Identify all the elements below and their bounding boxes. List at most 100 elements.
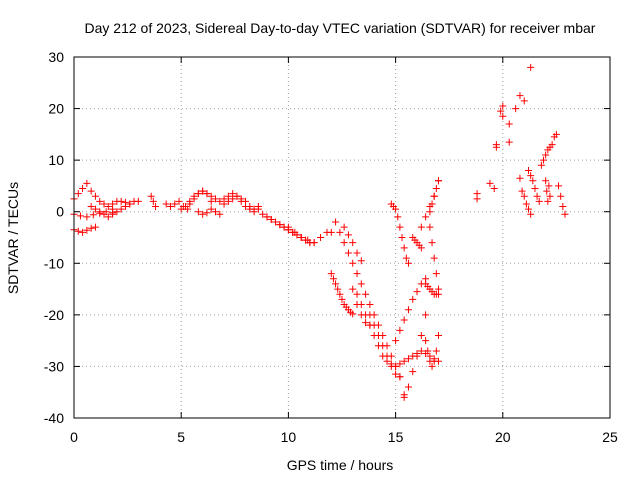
- data-point: [310, 239, 318, 247]
- data-point: [357, 257, 365, 265]
- series-arc-ag: [516, 174, 535, 218]
- data-point: [83, 226, 91, 234]
- data-point: [542, 177, 550, 185]
- chart-title: Day 212 of 2023, Sidereal Day-to-day VTE…: [85, 20, 596, 36]
- data-point: [417, 331, 425, 339]
- series-arc-x: [400, 311, 430, 401]
- data-point: [304, 236, 312, 244]
- series-arc-ae: [473, 179, 498, 203]
- data-point: [529, 177, 537, 185]
- data-point: [417, 347, 425, 355]
- y-axis-label: SDTVAR / TECUs: [5, 182, 21, 294]
- series-arc-n: [284, 223, 335, 247]
- data-point: [512, 105, 520, 113]
- data-point: [233, 192, 241, 200]
- data-point: [100, 210, 108, 218]
- data-point: [254, 205, 262, 213]
- series-arc-ad: [426, 177, 442, 216]
- data-point: [344, 249, 352, 257]
- data-point: [175, 197, 183, 205]
- data-point: [263, 213, 271, 221]
- data-point: [428, 362, 436, 370]
- series-arc-d: [87, 200, 134, 221]
- data-point: [96, 197, 104, 205]
- data-point: [542, 151, 550, 159]
- data-point: [79, 228, 87, 236]
- series-arc-e: [109, 197, 142, 208]
- y-tick-label: -10: [44, 255, 64, 271]
- data-point: [126, 200, 134, 208]
- data-point: [561, 210, 569, 218]
- data-point: [396, 326, 404, 334]
- data-point: [527, 172, 535, 180]
- data-point: [430, 254, 438, 262]
- data-point: [516, 92, 524, 100]
- data-point: [104, 203, 112, 211]
- data-point: [548, 141, 556, 149]
- data-point: [100, 200, 108, 208]
- x-tick-label: 5: [177, 429, 185, 445]
- series-arc-o: [327, 270, 357, 318]
- data-point: [89, 211, 97, 219]
- y-tick-label: 0: [56, 204, 64, 220]
- data-point: [83, 179, 91, 187]
- data-point: [349, 310, 357, 318]
- data-point: [91, 192, 99, 200]
- data-point: [327, 228, 335, 236]
- data-point: [434, 331, 442, 339]
- series-arc-al: [550, 130, 560, 141]
- data-point: [422, 337, 430, 345]
- data-point: [490, 185, 498, 193]
- data-point: [362, 290, 370, 298]
- data-point: [518, 187, 526, 195]
- data-point: [117, 205, 125, 213]
- data-point: [344, 231, 352, 239]
- data-point: [522, 200, 530, 208]
- data-point: [83, 213, 91, 221]
- data-point: [499, 102, 507, 110]
- data-point: [428, 200, 436, 208]
- data-point: [537, 161, 545, 169]
- data-point: [229, 195, 237, 203]
- data-point: [76, 212, 84, 220]
- data-point: [87, 187, 95, 195]
- data-point: [424, 347, 432, 355]
- data-point: [394, 213, 402, 221]
- data-point: [353, 301, 361, 309]
- data-point: [207, 205, 215, 213]
- data-point: [362, 319, 370, 327]
- data-point: [404, 383, 412, 391]
- data-point: [486, 179, 494, 187]
- series-arc-af: [492, 92, 528, 151]
- series-arc-f: [147, 192, 159, 211]
- data-point: [113, 208, 121, 216]
- y-tick-label: -40: [44, 410, 64, 426]
- data-point: [353, 249, 361, 257]
- data-point: [220, 200, 228, 208]
- data-point: [199, 210, 207, 218]
- data-point: [349, 285, 357, 293]
- series-arc-s: [353, 301, 374, 329]
- data-point: [392, 370, 400, 378]
- series-arc-t: [366, 311, 404, 381]
- series-arc-v: [387, 200, 412, 267]
- data-point: [400, 244, 408, 252]
- data-point: [520, 97, 528, 105]
- data-point: [267, 215, 275, 223]
- data-point: [117, 197, 125, 205]
- data-point: [559, 203, 567, 211]
- data-point: [392, 362, 400, 370]
- data-point: [186, 197, 194, 205]
- series-arc-aj: [537, 141, 556, 169]
- data-point: [216, 197, 224, 205]
- data-point: [349, 259, 357, 267]
- data-point: [383, 357, 391, 365]
- data-point: [242, 203, 250, 211]
- data-point: [177, 205, 185, 213]
- data-point: [545, 182, 553, 190]
- data-point: [109, 210, 117, 218]
- data-point: [357, 311, 365, 319]
- data-point: [276, 221, 284, 229]
- data-point: [422, 311, 430, 319]
- data-point: [557, 192, 565, 200]
